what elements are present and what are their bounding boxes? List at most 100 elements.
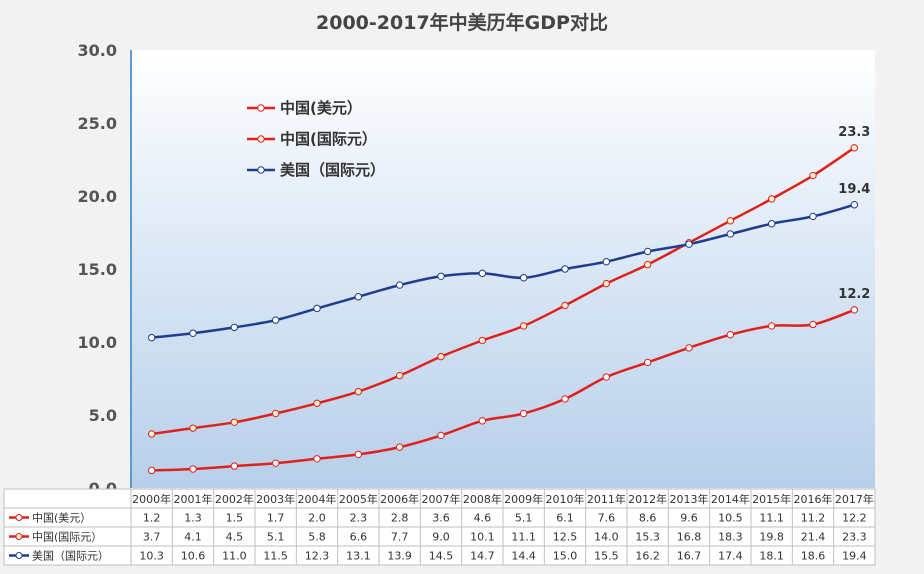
data-point [726, 230, 735, 238]
table-cell: 3.6 [432, 512, 450, 525]
data-point [230, 323, 239, 332]
x-tick-label: 2005年 [339, 492, 378, 506]
table-cell: 5.1 [267, 531, 285, 544]
table-cell: 17.4 [718, 550, 743, 563]
table-cell: 8.6 [639, 512, 657, 525]
table-cell: 14.4 [511, 550, 536, 563]
table-cell: 11.1 [759, 512, 784, 525]
table-row-label: 中国(国际元） [32, 531, 102, 544]
data-point [767, 220, 776, 228]
data-point [478, 417, 487, 425]
table-cell: 5.8 [308, 531, 326, 544]
data-point [354, 387, 363, 396]
table-cell: 15.3 [635, 531, 660, 544]
data-point [189, 424, 197, 432]
data-point [147, 430, 156, 438]
x-tick-label: 2016年 [794, 492, 833, 506]
data-point [726, 331, 735, 339]
table-cell: 7.6 [598, 512, 616, 525]
data-point [643, 358, 652, 367]
table-cell: 2.3 [350, 512, 368, 525]
table-cell: 10.3 [139, 550, 164, 563]
data-point [313, 304, 321, 313]
table-cell: 13.9 [387, 550, 412, 563]
data-point [767, 195, 776, 203]
data-point [354, 293, 363, 301]
x-tick-label: 2013年 [670, 492, 709, 506]
x-tick-label: 2004年 [298, 492, 337, 506]
table-cell: 18.3 [718, 531, 743, 544]
table-cell: 3.7 [143, 531, 161, 544]
data-point [395, 371, 404, 380]
x-tick-label: 2008年 [463, 492, 502, 506]
data-point [850, 201, 859, 209]
data-point [850, 144, 859, 152]
legend: 中国(美元） 中国(国际元） 美国（国际元） [247, 99, 385, 179]
data-point [519, 274, 528, 282]
data-point [602, 373, 611, 381]
legend-key-marker [257, 135, 265, 143]
data-point [809, 171, 817, 180]
table-cell: 2.0 [308, 512, 326, 525]
table-row-label: 中国(美元） [32, 512, 91, 525]
x-tick-label: 2012年 [628, 492, 667, 506]
table-cell: 6.6 [350, 531, 368, 544]
x-tick-label: 2006年 [380, 492, 419, 506]
table-cell: 9.6 [680, 512, 698, 525]
data-point [313, 455, 321, 463]
x-tick-label: 2011年 [587, 492, 626, 506]
table-cell: 11.1 [511, 531, 536, 544]
legend-label: 中国(国际元） [280, 130, 377, 148]
table-row-label: 美国（国际元） [32, 550, 109, 563]
end-value-label: 12.2 [838, 287, 870, 302]
data-point [147, 466, 156, 475]
table-cell: 10.1 [470, 531, 495, 544]
x-tick-label: 2002年 [215, 492, 254, 506]
legend-label: 中国(美元） [280, 99, 362, 117]
end-value-label: 23.3 [838, 125, 870, 140]
x-tick-label: 2015年 [752, 492, 791, 506]
data-point [519, 322, 528, 330]
data-point [643, 247, 652, 256]
table-cell: 15.0 [553, 550, 578, 563]
table-cell: 11.2 [801, 512, 826, 525]
table-cell: 14.7 [470, 550, 495, 563]
table-cell: 19.4 [842, 550, 867, 563]
data-point [147, 333, 156, 342]
table-cell: 23.3 [842, 531, 867, 544]
table-cell: 12.2 [842, 512, 867, 525]
data-point [561, 395, 569, 403]
data-table: 2000年 2001年 2002年 2003年 2004年 2005年 2006年 2007年… [3, 488, 876, 566]
data-point [602, 258, 611, 266]
table-cell: 14.5 [429, 550, 454, 563]
data-point [685, 344, 693, 352]
table-cell: 1.5 [226, 512, 244, 525]
table-cell: 4.1 [184, 531, 202, 544]
data-point [643, 260, 652, 269]
data-point [354, 450, 363, 459]
data-point [189, 329, 197, 337]
y-tick-label: 25.0 [78, 114, 117, 133]
data-point [271, 316, 280, 324]
table-cell: 15.5 [594, 550, 619, 563]
y-tick-label: 10.0 [78, 333, 117, 352]
legend-key-marker [257, 166, 265, 174]
table-cell: 16.7 [677, 550, 702, 563]
data-point [809, 320, 817, 329]
table-cell: 4.5 [226, 531, 244, 544]
data-point [726, 217, 735, 225]
data-point [478, 269, 487, 278]
table-cell: 2.8 [391, 512, 409, 525]
data-point [395, 281, 404, 289]
data-point [602, 279, 611, 288]
chart-title: 2000-2017年中美历年GDP对比 [316, 11, 608, 34]
legend-key-marker [257, 104, 265, 112]
table-cell: 7.7 [391, 531, 409, 544]
table-legend-key-marker [15, 533, 23, 540]
x-tick-label: 2009年 [504, 492, 543, 506]
table-cell: 1.3 [184, 512, 202, 525]
data-point [437, 352, 445, 361]
y-tick-label: 20.0 [78, 187, 117, 206]
data-point [561, 301, 569, 310]
